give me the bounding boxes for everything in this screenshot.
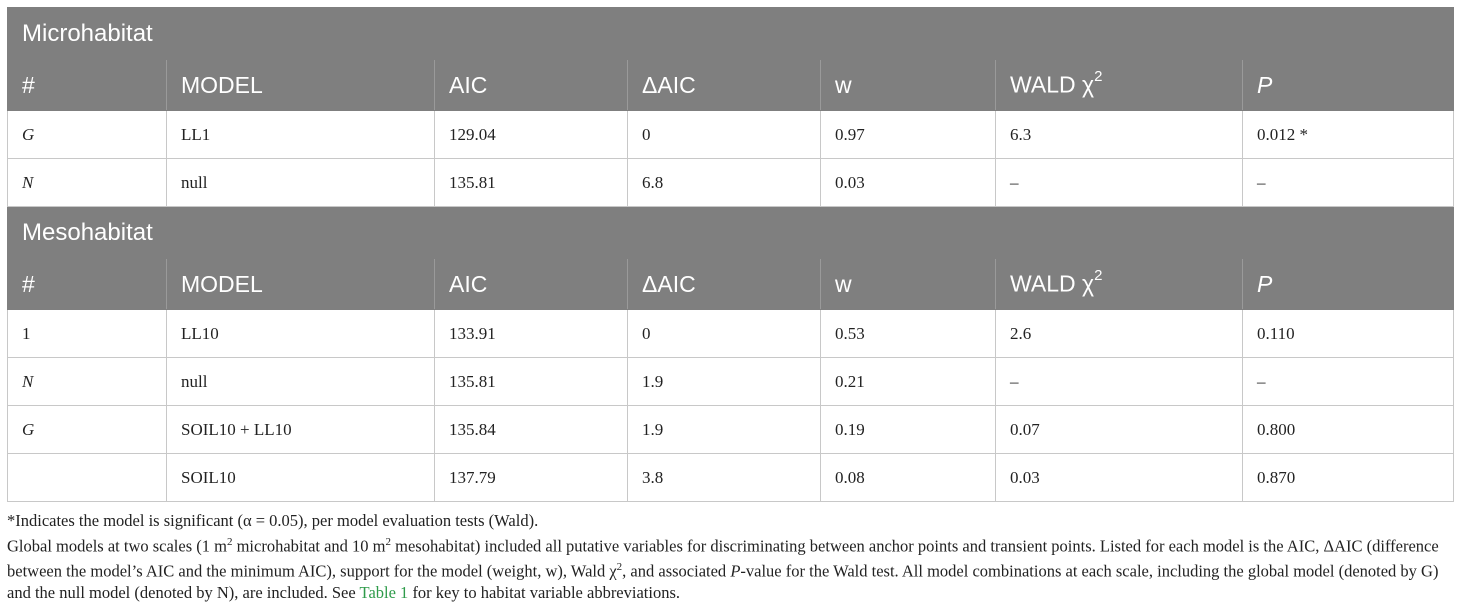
- model-selection-table: Microhabitat # MODEL AIC ΔAIC w WALD χ2 …: [6, 7, 1455, 502]
- cell-wald: 0.03: [995, 453, 1243, 502]
- cell-model: LL10: [166, 309, 435, 358]
- cell-p: 0.800: [1241, 405, 1455, 454]
- wald-label: WALD χ: [1010, 270, 1095, 297]
- col-header-weight: w: [820, 258, 996, 310]
- cell-aic: 133.91: [434, 309, 628, 358]
- wald-superscript: 2: [1094, 267, 1103, 285]
- cell-id: N: [7, 158, 167, 207]
- col-header-wald: WALD χ2: [995, 59, 1243, 111]
- cell-aic: 135.81: [434, 357, 628, 406]
- col-header-p: P: [1241, 258, 1455, 310]
- cell-weight: 0.08: [820, 453, 996, 502]
- cell-p: –: [1241, 357, 1455, 406]
- cell-wald: –: [995, 158, 1243, 207]
- wald-superscript: 2: [1094, 68, 1103, 86]
- section-row-mesohabitat: Mesohabitat: [6, 206, 1455, 259]
- cell-wald: 2.6: [995, 309, 1243, 358]
- cell-p: –: [1241, 158, 1455, 207]
- cell-aic: 129.04: [434, 110, 628, 159]
- cell-model: null: [166, 158, 435, 207]
- cell-model: null: [166, 357, 435, 406]
- wald-label: WALD χ: [1010, 71, 1095, 98]
- cell-delta-aic: 1.9: [627, 405, 821, 454]
- table-caption: Global models at two scales (1 m2 microh…: [7, 535, 1439, 602]
- col-header-number: #: [7, 258, 167, 310]
- col-header-model: MODEL: [166, 59, 435, 111]
- cell-weight: 0.21: [820, 357, 996, 406]
- col-header-aic: AIC: [434, 59, 628, 111]
- cell-delta-aic: 6.8: [627, 158, 821, 207]
- header-row: # MODEL AIC ΔAIC w WALD χ2 P: [7, 59, 1455, 111]
- cell-weight: 0.97: [820, 110, 996, 159]
- table-1-link[interactable]: Table 1: [359, 582, 409, 602]
- cell-p: 0.870: [1241, 453, 1455, 502]
- cell-aic: 135.84: [434, 405, 628, 454]
- cell-wald: 6.3: [995, 110, 1243, 159]
- cell-id: G: [7, 110, 167, 159]
- section-row-microhabitat: Microhabitat: [6, 7, 1455, 60]
- col-header-wald: WALD χ2: [995, 258, 1243, 310]
- cell-delta-aic: 0: [627, 110, 821, 159]
- table-row: SOIL10 137.79 3.8 0.08 0.03 0.870: [7, 453, 1455, 502]
- col-header-weight: w: [820, 59, 996, 111]
- section-title: Microhabitat: [6, 7, 1455, 60]
- cell-model: SOIL10: [166, 453, 435, 502]
- cell-weight: 0.03: [820, 158, 996, 207]
- cell-p: 0.012 *: [1241, 110, 1455, 159]
- cell-delta-aic: 1.9: [627, 357, 821, 406]
- cell-id: N: [7, 357, 167, 406]
- col-header-p: P: [1241, 59, 1455, 111]
- cell-wald: 0.07: [995, 405, 1243, 454]
- table-notes: *Indicates the model is significant (α =…: [7, 510, 1453, 603]
- cell-model: LL1: [166, 110, 435, 159]
- cell-model: SOIL10 + LL10: [166, 405, 435, 454]
- cell-id: [7, 453, 167, 502]
- results-table-wrapper: Microhabitat # MODEL AIC ΔAIC w WALD χ2 …: [6, 7, 1455, 502]
- table-row: 1 LL10 133.91 0 0.53 2.6 0.110: [7, 309, 1455, 358]
- table-row: G SOIL10 + LL10 135.84 1.9 0.19 0.07 0.8…: [7, 405, 1455, 454]
- cell-p: 0.110: [1241, 309, 1455, 358]
- cell-weight: 0.19: [820, 405, 996, 454]
- cell-weight: 0.53: [820, 309, 996, 358]
- table-row: G LL1 129.04 0 0.97 6.3 0.012 *: [7, 110, 1455, 159]
- header-row: # MODEL AIC ΔAIC w WALD χ2 P: [7, 258, 1455, 310]
- col-header-model: MODEL: [166, 258, 435, 310]
- col-header-delta-aic: ΔAIC: [627, 258, 821, 310]
- cell-wald: –: [995, 357, 1243, 406]
- footnote: *Indicates the model is significant (α =…: [7, 511, 539, 530]
- cell-id: G: [7, 405, 167, 454]
- table-row: N null 135.81 1.9 0.21 – –: [7, 357, 1455, 406]
- col-header-aic: AIC: [434, 258, 628, 310]
- col-header-number: #: [7, 59, 167, 111]
- table-row: N null 135.81 6.8 0.03 – –: [7, 158, 1455, 207]
- cell-delta-aic: 3.8: [627, 453, 821, 502]
- cell-aic: 137.79: [434, 453, 628, 502]
- col-header-delta-aic: ΔAIC: [627, 59, 821, 111]
- cell-delta-aic: 0: [627, 309, 821, 358]
- section-title: Mesohabitat: [6, 206, 1455, 259]
- cell-id: 1: [7, 309, 167, 358]
- cell-aic: 135.81: [434, 158, 628, 207]
